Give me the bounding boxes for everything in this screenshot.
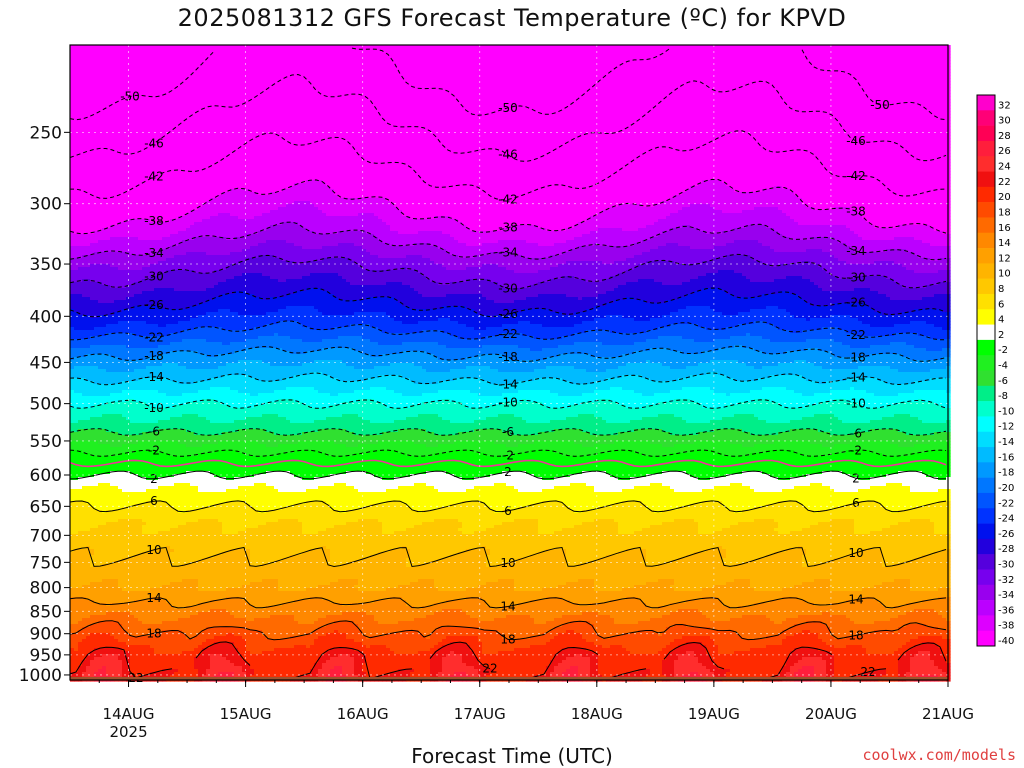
chart-svg: -50-50 -50-46-46-46-42-42-42-38 -38-38-34-… [0,0,1024,768]
